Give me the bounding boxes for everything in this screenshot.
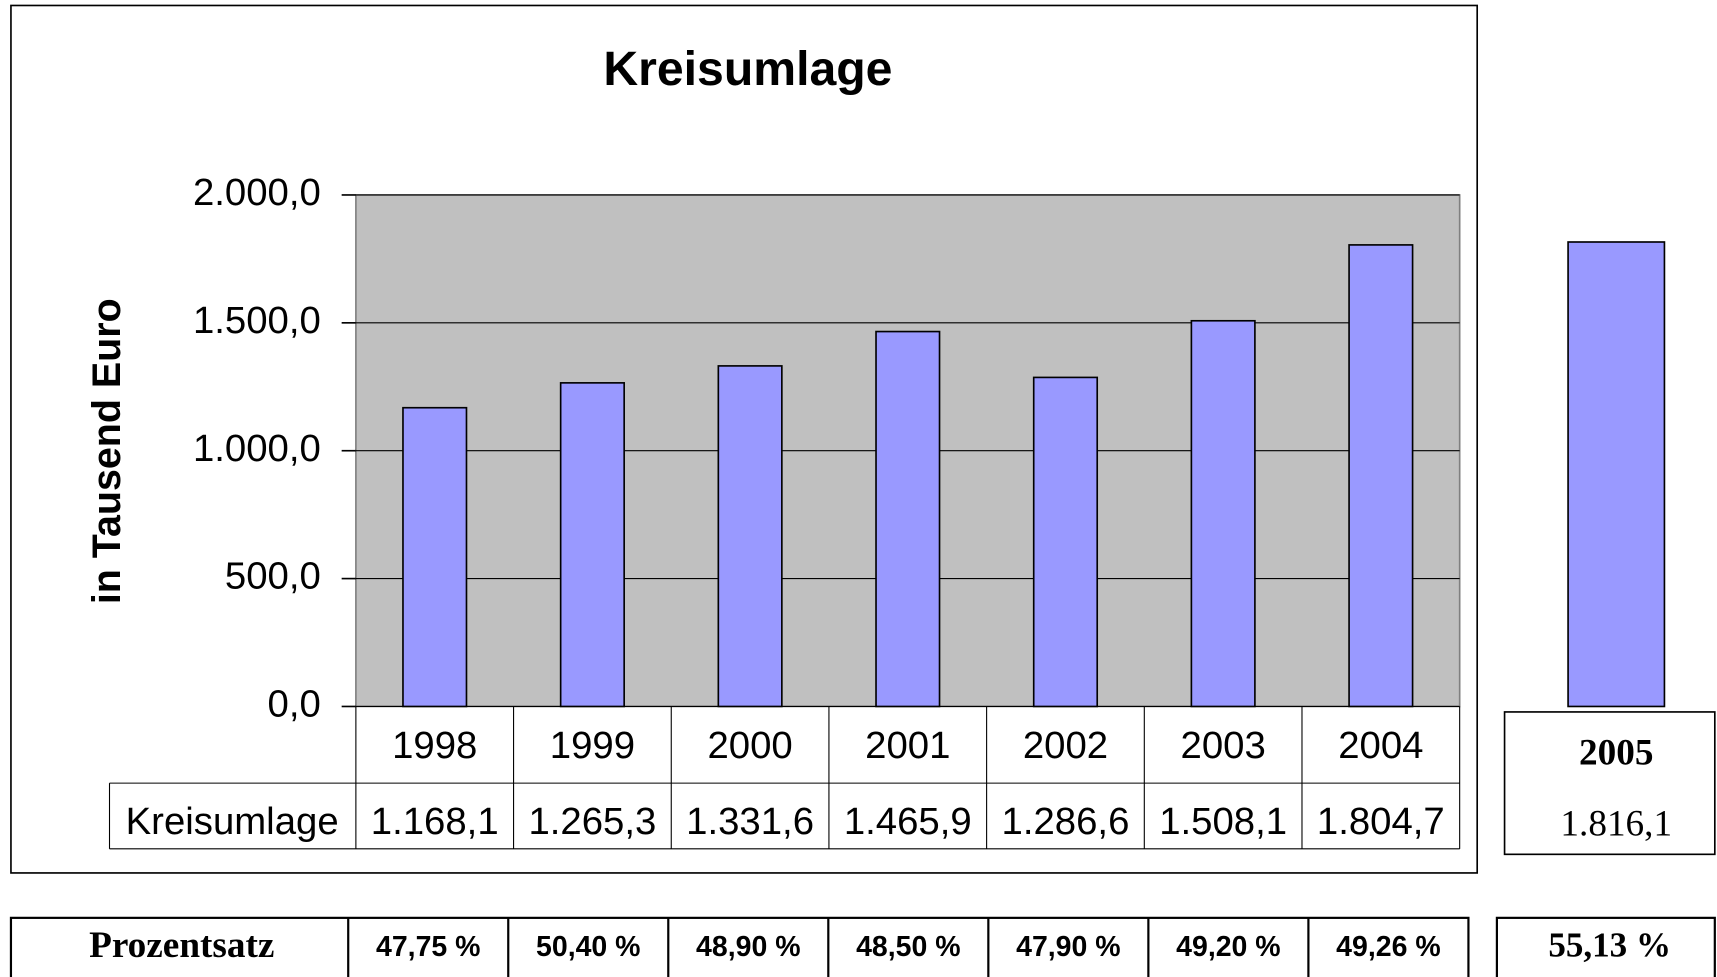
data-label: 1.804,7 — [1317, 800, 1445, 843]
data-label: 1.286,6 — [1002, 800, 1130, 843]
y-tick-label: 500,0 — [225, 555, 321, 598]
bar — [1190, 319, 1256, 708]
data-label: 1.168,1 — [371, 800, 499, 843]
x-tick-label: 2001 — [865, 724, 950, 767]
percent-value: 47,75 % — [376, 931, 480, 963]
data-label: 1.465,9 — [844, 800, 972, 843]
percent-forecast-box — [1495, 916, 1716, 977]
percent-row — [9, 916, 1470, 977]
y-tick-label: 0,0 — [268, 683, 321, 726]
percent-forecast: 55,13 % — [1548, 926, 1671, 965]
percent-value: 49,20 % — [1176, 931, 1280, 963]
y-tick-label: 1.000,0 — [193, 427, 321, 470]
legend-entry: Kreisumlage — [126, 800, 339, 843]
y-tick-label: 1.500,0 — [193, 299, 321, 342]
x-tick-label: 2002 — [1023, 724, 1108, 767]
x-tick-label: 2004 — [1338, 724, 1423, 767]
bar — [559, 382, 625, 708]
x-tick-label: 1999 — [550, 724, 635, 767]
percent-value: 50,40 % — [536, 931, 640, 963]
y-axis-label: in Tausend Euro — [85, 298, 129, 604]
x-tick-label: 2000 — [707, 724, 792, 767]
x-tick-label: 1998 — [392, 724, 477, 767]
bar — [1348, 244, 1414, 708]
bar — [717, 365, 783, 708]
forecast-category: 2005 — [1579, 732, 1653, 773]
percent-value: 48,50 % — [856, 931, 960, 963]
percent-value: 47,90 % — [1016, 931, 1120, 963]
percent-value: 49,26 % — [1336, 931, 1440, 963]
bar — [875, 330, 941, 708]
x-tick-label: 2003 — [1181, 724, 1266, 767]
bar — [402, 406, 468, 708]
forecast-bar — [1567, 241, 1666, 708]
forecast-value: 1.816,1 — [1560, 803, 1672, 844]
data-label: 1.331,6 — [686, 800, 814, 843]
forecast-box — [1503, 711, 1716, 856]
y-tick-label: 2.000,0 — [193, 171, 321, 214]
data-label: 1.508,1 — [1159, 800, 1287, 843]
bar — [1032, 376, 1099, 708]
percent-label: Prozentsatz — [89, 925, 274, 966]
percent-value: 48,90 % — [696, 931, 800, 963]
chart-title: Kreisumlage — [603, 42, 892, 96]
data-label: 1.265,3 — [528, 800, 656, 843]
